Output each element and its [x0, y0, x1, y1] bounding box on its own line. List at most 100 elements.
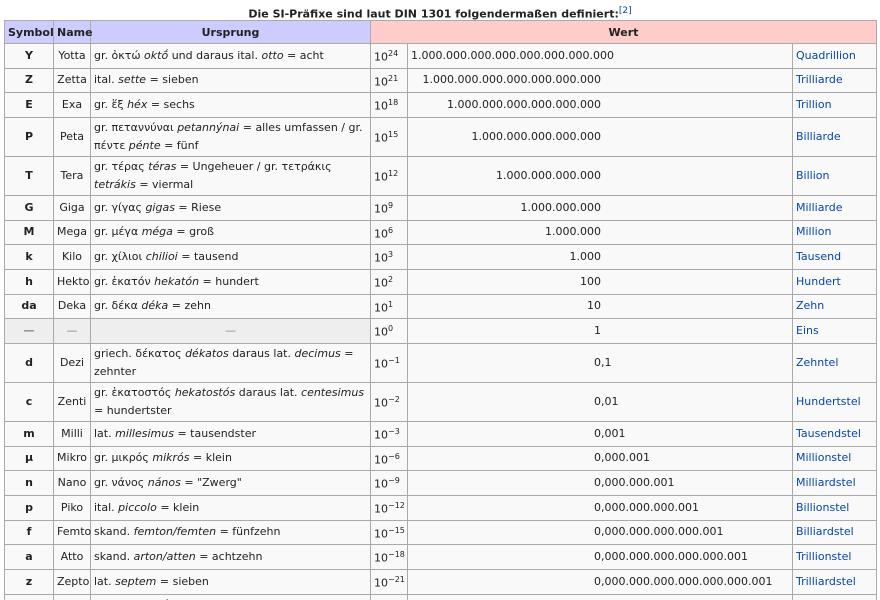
- link[interactable]: Billion: [796, 168, 830, 182]
- origin-cell: gr. δέκα déka = zehn: [90, 293, 371, 320]
- origin-cell: gr. νάνος nános = "Zwerg": [90, 470, 371, 496]
- link[interactable]: Billionstel: [796, 500, 850, 514]
- origin-text: gr. μικρός: [94, 451, 153, 465]
- decimal-value: 0,000.000.000.000.000.001: [594, 550, 748, 564]
- word-cell: Billiarde: [792, 116, 877, 157]
- decimal-value: 1.000.000.000.000.000.000.000.000: [411, 48, 614, 62]
- link[interactable]: Zehn: [796, 299, 825, 313]
- caption: Die SI-Präfixe sind laut DIN 1301 folgen…: [0, 0, 880, 21]
- link[interactable]: Milliardstel: [796, 476, 856, 490]
- power-cell: 1012: [370, 155, 408, 196]
- power-cell: 1018: [370, 92, 408, 118]
- link[interactable]: Trillion: [796, 98, 832, 112]
- decimal-value: 0,001: [594, 426, 626, 440]
- decimal-value: 0,01: [594, 394, 619, 408]
- origin-text: chilioi: [145, 250, 178, 264]
- name-cell: Zenti: [53, 381, 91, 422]
- row: f Femto skand. femton/femten = fünfzehn 10−…: [4, 519, 877, 546]
- decimal-cell: 1.000.000.000.000.000.000.000: [407, 67, 793, 94]
- origin-text: millesimus: [115, 426, 174, 440]
- power-cell: 10−24: [370, 593, 408, 600]
- link[interactable]: Million: [796, 225, 832, 239]
- decimal-value: 0,000.000.000.001: [594, 500, 699, 514]
- decimal-cell: 1.000.000: [407, 219, 793, 246]
- reference[interactable]: [2]: [618, 6, 632, 16]
- row: Z Zetta ital. sette = sieben 1021 1.000.000.…: [4, 67, 877, 94]
- decimal-cell: 0,000.000.000.000.000.001: [407, 544, 793, 570]
- link[interactable]: Milliarde: [796, 200, 843, 214]
- symbol-cell: G: [4, 194, 54, 221]
- decimal-value: 0,000.000.000.000.000.000.001: [594, 574, 773, 588]
- link[interactable]: Millionstel: [796, 451, 852, 465]
- power-base: 10: [374, 477, 388, 491]
- origin-text: gr. ἑκατόν: [94, 274, 155, 288]
- link[interactable]: Trillionstel: [796, 550, 852, 564]
- decimal-value: 10: [587, 299, 601, 313]
- decimal-cell: 1: [407, 318, 793, 344]
- origin-text: —: [225, 324, 236, 338]
- row: m Milli lat. millesimus = tausendster 10−3 0…: [4, 420, 877, 447]
- power-exponent: −6: [388, 451, 400, 461]
- word-cell: Billionstel: [792, 494, 877, 521]
- origin-text: petannýnai: [177, 120, 240, 134]
- symbol-cell: P: [4, 116, 54, 157]
- link[interactable]: Trilliarde: [796, 73, 843, 87]
- origin-text: = fünf: [160, 138, 199, 152]
- link[interactable]: Tausendstel: [796, 426, 861, 440]
- origin-cell: gr. ἑκατόν hekatón = hundert: [90, 268, 371, 295]
- name-cell: Dezi: [53, 342, 91, 383]
- name-cell: Exa: [53, 92, 91, 118]
- row: k Kilo gr. χίλιοι chilioi = tausend 103 1.00…: [4, 244, 877, 270]
- power-exponent: −2: [388, 395, 400, 405]
- decimal-cell: 1.000.000.000.000: [407, 155, 793, 196]
- link[interactable]: Trilliardstel: [796, 574, 856, 588]
- origin-text: septem: [115, 574, 157, 588]
- power-cell: 1015: [370, 116, 408, 157]
- name-cell: Yokto: [53, 593, 91, 600]
- origin-text: femton/femten: [133, 525, 217, 539]
- origin-cell: gr. τέρας téras = Ungeheuer / gr. τετράκ…: [90, 155, 371, 196]
- row: yYoktogr. ὀκτώ oktṓ und daraus ital. ott…: [4, 593, 877, 600]
- power-base: 10: [374, 202, 388, 216]
- symbol-cell: Z: [4, 67, 54, 94]
- link[interactable]: Hundertstel: [796, 394, 861, 408]
- origin-cell: gr. ἑκατοστός hekatostós daraus lat. cen…: [90, 381, 371, 422]
- origin-cell: —: [90, 318, 371, 344]
- origin-cell: skand. femton/femten = fünfzehn: [90, 519, 371, 546]
- origin-text: piccolo: [118, 500, 157, 514]
- link[interactable]: Zehntel: [796, 355, 839, 369]
- word-cell: Tausend: [792, 244, 877, 270]
- power-cell: 102: [370, 268, 408, 295]
- word-cell: Trillion: [792, 92, 877, 118]
- name-cell: Mikro: [53, 445, 91, 472]
- power-exponent: −3: [388, 426, 400, 436]
- origin-text: = groß: [172, 225, 215, 239]
- decimal-cell: 100: [407, 268, 793, 295]
- name-cell: —: [53, 318, 91, 344]
- symbol-cell: a: [4, 544, 54, 570]
- caption-text: Die SI-Präfixe sind laut DIN 1301 folgen…: [248, 7, 619, 21]
- decimal-value: 1.000.000: [545, 225, 601, 239]
- link[interactable]: Quadrillion: [796, 48, 856, 62]
- origin-text: skand.: [94, 550, 134, 564]
- origin-text: decimus: [294, 346, 341, 360]
- decimal-value: 0,000.001: [594, 451, 650, 465]
- link[interactable]: Billiardstel: [796, 525, 854, 539]
- power-base: 10: [374, 502, 388, 516]
- symbol-cell: k: [4, 244, 54, 270]
- power-cell: 1024: [370, 43, 408, 69]
- link[interactable]: Tausend: [796, 250, 842, 264]
- word-cell: Billiardstel: [792, 519, 877, 546]
- power-exponent: 6: [388, 225, 394, 235]
- link[interactable]: Billiarde: [796, 129, 841, 143]
- power-cell: 10−6: [370, 445, 408, 472]
- origin-text: ital.: [94, 500, 119, 514]
- link[interactable]: Hundert: [796, 274, 841, 288]
- origin-text: déka: [141, 299, 169, 313]
- link[interactable]: Eins: [796, 324, 819, 338]
- power-base: 10: [374, 131, 388, 145]
- symbol-cell: f: [4, 519, 54, 546]
- symbol-cell: c: [4, 381, 54, 422]
- name-cell: Mega: [53, 219, 91, 246]
- origin-text: mikrós: [152, 451, 190, 465]
